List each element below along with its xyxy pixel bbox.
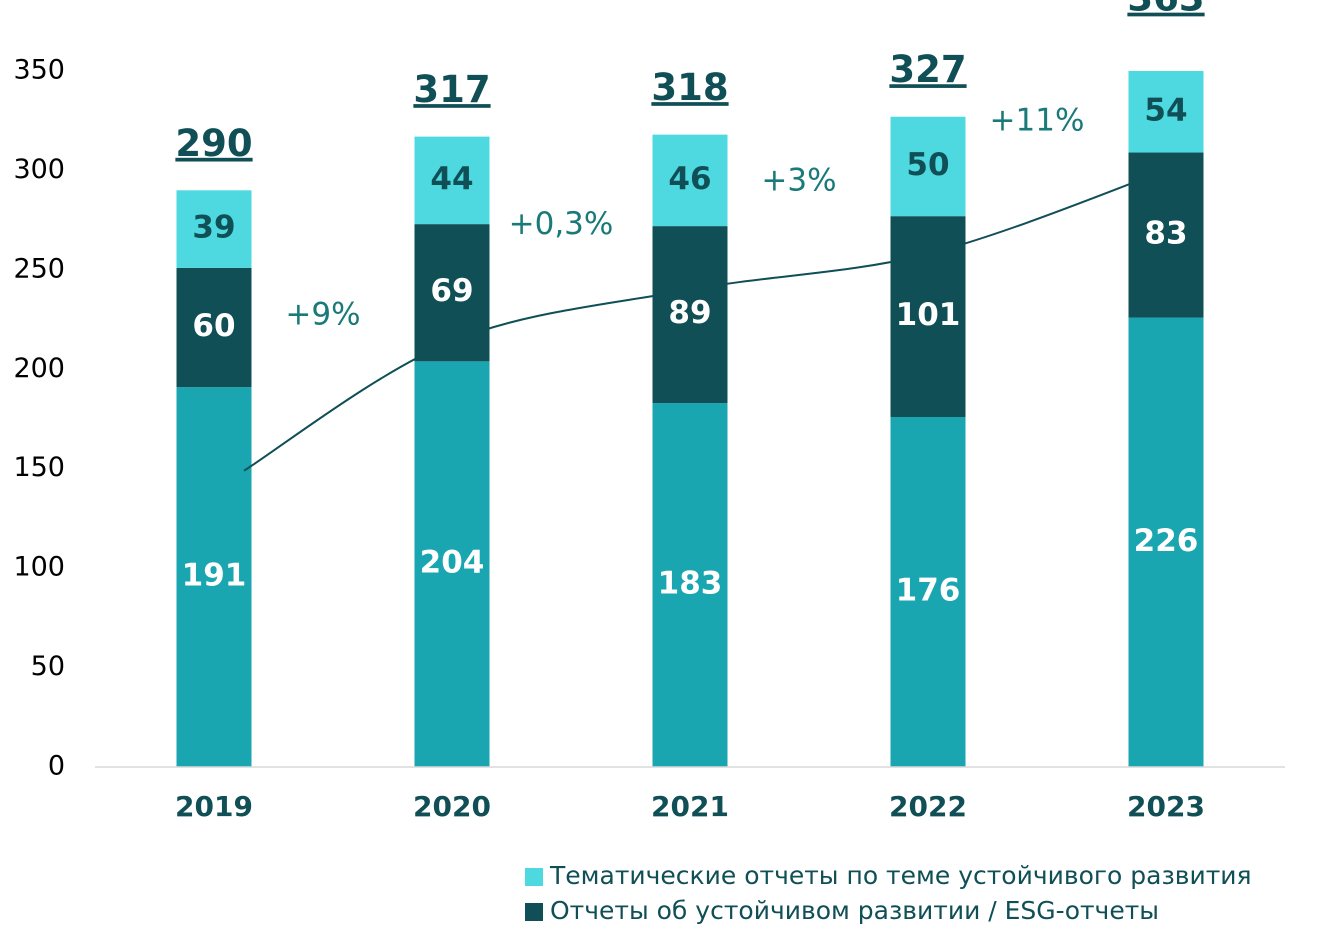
bar-segment [1128,317,1204,767]
data-label: 191 [182,558,247,594]
legend-swatch [525,903,543,921]
bar-segment [652,134,728,227]
data-label: 60 [192,308,235,344]
y-tick-label: 200 [13,353,65,384]
data-label: 39 [192,210,235,246]
x-tick-label: 2021 [651,790,729,823]
legend-label: Тематические отчеты по теме устойчивого … [549,861,1252,890]
data-label: 176 [896,573,961,609]
y-tick-label: 150 [13,452,65,483]
growth-label: +0,3% [509,206,614,242]
bar-segment [414,136,490,225]
total-label: 318 [651,66,728,109]
y-tick-label: 350 [13,55,65,86]
total-label: 290 [175,122,252,165]
x-tick-label: 2022 [889,790,967,823]
data-label: 89 [668,295,711,331]
bar-segment [176,267,252,388]
bar-segment [890,417,966,767]
y-tick-label: 100 [13,552,65,583]
bar-segment [1128,71,1204,153]
x-tick-label: 2023 [1127,790,1205,823]
data-label: 54 [1144,92,1187,128]
data-label: 44 [430,161,473,197]
growth-label: +3% [761,162,836,198]
data-label: 50 [906,147,949,183]
data-label: 101 [896,297,961,333]
y-tick-label: 300 [13,154,65,185]
x-tick-label: 2019 [175,790,253,823]
data-label: 204 [420,545,485,581]
growth-label: +9% [285,297,360,333]
bar-segment [176,190,252,268]
total-label: 317 [413,68,490,111]
x-tick-label: 2020 [413,790,491,823]
bar-segment [176,387,252,767]
y-tick-label: 0 [48,751,65,782]
growth-label: +11% [990,103,1085,139]
bar-segment [652,226,728,404]
data-label: 83 [1144,216,1187,252]
data-label: 226 [1134,523,1199,559]
legend-swatch [525,868,543,886]
total-label: 363 [1127,0,1204,20]
total-label: 327 [889,48,966,91]
plot-area [176,71,1204,767]
data-label: 46 [668,161,711,197]
bar-segment [890,116,966,217]
y-tick-label: 250 [13,253,65,284]
y-tick-label: 50 [31,651,65,682]
trend-line [243,169,1167,472]
bar-segment [890,216,966,418]
bar-segment [414,361,490,767]
data-label: 69 [430,273,473,309]
bar-segment [652,403,728,767]
data-label: 183 [658,566,723,602]
bar-segment [414,224,490,362]
legend-label: Отчеты об устойчивом развитии / ESG-отче… [550,896,1159,925]
